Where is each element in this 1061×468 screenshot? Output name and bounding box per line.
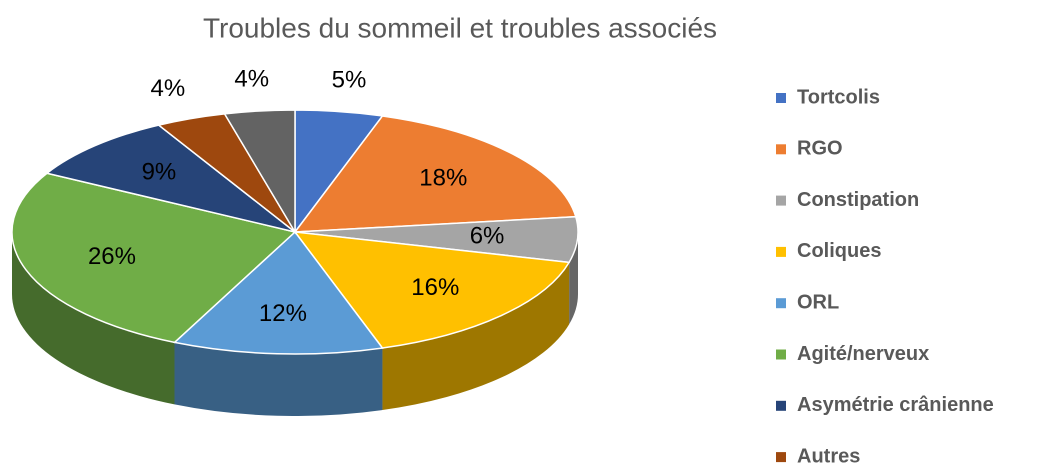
pie-side <box>174 342 383 416</box>
legend-swatch <box>776 144 786 155</box>
legend-swatch <box>776 246 786 257</box>
data-label: 16% <box>411 274 459 301</box>
legend-label: Tortcolis <box>797 86 880 108</box>
data-label: 26% <box>88 243 136 270</box>
data-label: 6% <box>470 223 505 250</box>
legend-label: Autres <box>797 445 860 467</box>
legend-label: ORL <box>797 291 839 313</box>
chart-title: Troubles du sommeil et troubles associés <box>203 12 717 43</box>
pie-slice <box>45 124 296 233</box>
legend-label: Constipation <box>797 189 919 211</box>
pie-slice <box>223 109 296 235</box>
legend-label: Coliques <box>797 240 881 262</box>
legend-label: Agité/nerveux <box>797 343 929 365</box>
data-label: 12% <box>259 300 307 327</box>
data-label: 18% <box>419 164 467 191</box>
data-label: 4% <box>234 66 269 93</box>
legend-swatch <box>776 452 786 463</box>
legend-label: RGO <box>797 138 843 160</box>
pie-slice <box>172 230 384 355</box>
legend-swatch <box>776 349 786 360</box>
legend-swatch <box>776 298 786 309</box>
data-label: 4% <box>151 75 186 102</box>
legend-swatch <box>776 400 786 411</box>
pie-slice <box>293 115 577 233</box>
data-label: 9% <box>142 159 177 186</box>
pie-slice <box>293 231 571 349</box>
legend-swatch <box>776 195 786 206</box>
legend-swatch <box>776 93 786 103</box>
data-label: 5% <box>332 66 367 93</box>
legend-label: Asymétrie crânienne <box>797 394 994 416</box>
pie-side <box>382 262 570 411</box>
pie-side <box>569 232 578 325</box>
